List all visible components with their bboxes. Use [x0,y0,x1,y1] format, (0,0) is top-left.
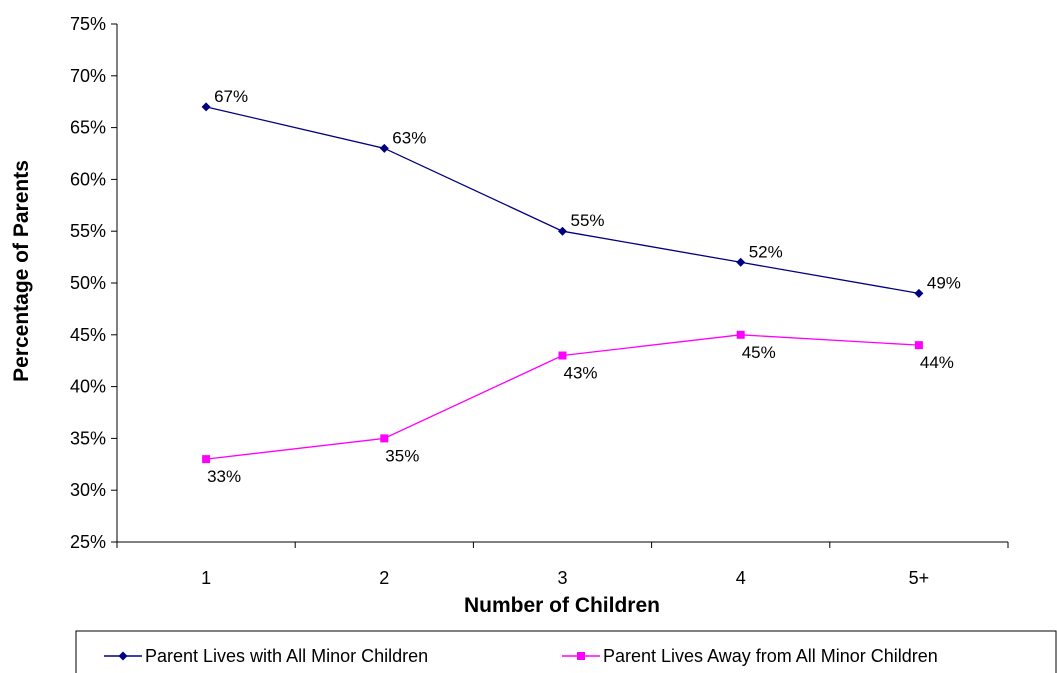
data-label-with-children: 63% [392,128,426,147]
data-point-away-from-children [736,330,745,339]
y-tick-label: 60% [70,169,106,189]
y-tick-label: 40% [70,377,106,397]
x-tick-label: 3 [557,568,567,588]
legend-box [75,630,1057,673]
data-label-away-from-children: 33% [207,467,241,486]
data-point-with-children [379,143,389,153]
y-tick-label: 50% [70,273,106,293]
y-tick-label: 75% [70,14,106,34]
x-tick-label: 2 [379,568,389,588]
y-tick-label: 70% [70,66,106,86]
data-point-away-from-children [202,455,211,464]
y-tick-label: 25% [70,532,106,552]
y-tick-label: 55% [70,221,106,241]
data-point-with-children [558,226,567,236]
y-tick-label: 35% [70,428,106,448]
data-label-with-children: 52% [749,242,783,261]
series-line-with-children [205,106,920,295]
data-label-away-from-children: 35% [385,446,419,465]
y-tick-label: 30% [70,480,106,500]
legend-marker-away-from-children [577,652,585,660]
data-point-with-children [201,102,211,112]
legend-marker-with-children [118,651,128,661]
data-label-away-from-children: 44% [920,353,954,372]
data-point-away-from-children [380,434,389,443]
x-axis-title: Number of Children [464,594,660,617]
data-point-with-children [736,257,746,267]
data-point-away-from-children [914,341,923,350]
y-tick-label: 65% [70,118,106,138]
data-label-with-children: 49% [927,273,961,292]
plot-area: 25% 30% 35% 40% 45% 50% 55% 60% 65% 70% 75% 1 2 3 4 5+ 6… [70,14,1009,588]
data-label-away-from-children: 43% [564,364,598,383]
data-label-with-children: 67% [214,87,248,106]
legend-label-away-from-children: Parent Lives Away from All Minor Childre… [603,646,938,666]
x-tick-label: 1 [201,568,211,588]
data-label-away-from-children: 45% [742,343,776,362]
x-tick-label: 4 [736,568,746,588]
x-tick-label: 5+ [909,568,930,588]
y-tick-label: 45% [70,325,106,345]
legend-label-with-children: Parent Lives with All Minor Children [145,646,428,666]
y-axis-title: Percentage of Parents [10,160,33,382]
legend: Parent Lives with All Minor Children Pare… [75,630,1057,673]
data-label-with-children: 55% [571,211,605,230]
data-point-with-children [914,288,924,298]
data-point-away-from-children [558,351,567,360]
